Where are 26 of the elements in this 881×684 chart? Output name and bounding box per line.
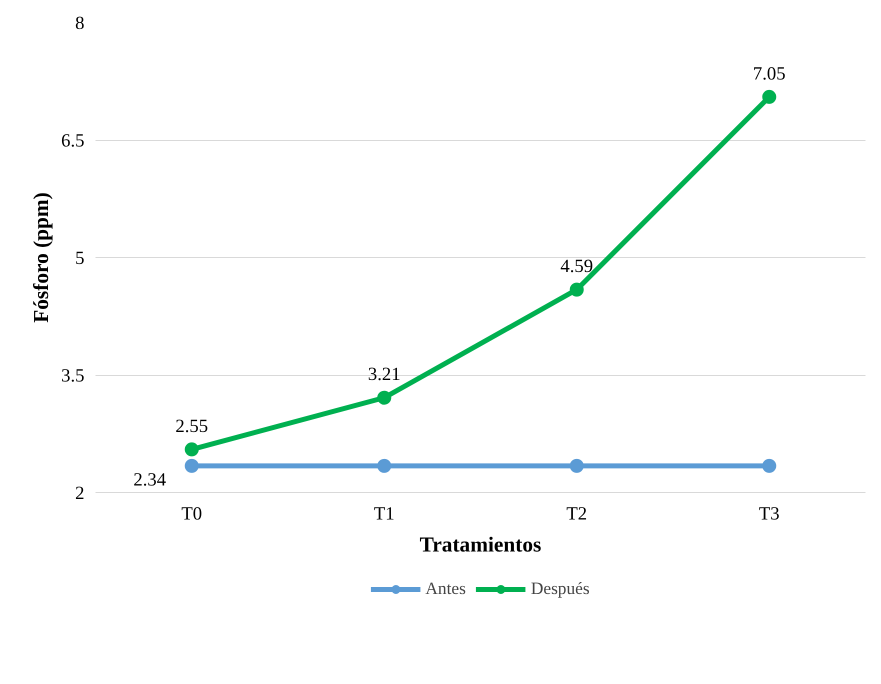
point bbox=[184, 458, 199, 473]
y-tick-label: 5 bbox=[75, 248, 84, 269]
point bbox=[377, 458, 392, 473]
x-tick-label: T2 bbox=[566, 504, 588, 524]
y-tick-label: 2 bbox=[75, 483, 84, 504]
y-tick-label: 3.5 bbox=[61, 366, 85, 386]
data-label: 4.59 bbox=[560, 256, 594, 278]
y-axis-title: Fósforo (ppm) bbox=[29, 192, 54, 323]
point bbox=[377, 390, 392, 405]
y-tick-label: 8 bbox=[75, 13, 84, 34]
point bbox=[570, 282, 584, 297]
data-label: 7.05 bbox=[752, 63, 786, 84]
legend-label: Después bbox=[530, 579, 590, 599]
x-axis-title: Tratamientos bbox=[420, 532, 542, 556]
data-label: 2.34 bbox=[133, 469, 167, 490]
data-label: 3.21 bbox=[368, 364, 401, 386]
point bbox=[762, 458, 776, 473]
point bbox=[570, 458, 584, 473]
legend-label: Antes bbox=[425, 579, 466, 599]
x-tick-label: T0 bbox=[181, 504, 202, 524]
point bbox=[184, 442, 199, 456]
data-label: 2.55 bbox=[175, 416, 208, 437]
y-tick-label: 6.5 bbox=[61, 130, 85, 152]
x-tick-label: T3 bbox=[758, 504, 780, 524]
point bbox=[762, 90, 776, 104]
x-tick-label: T1 bbox=[374, 504, 395, 524]
